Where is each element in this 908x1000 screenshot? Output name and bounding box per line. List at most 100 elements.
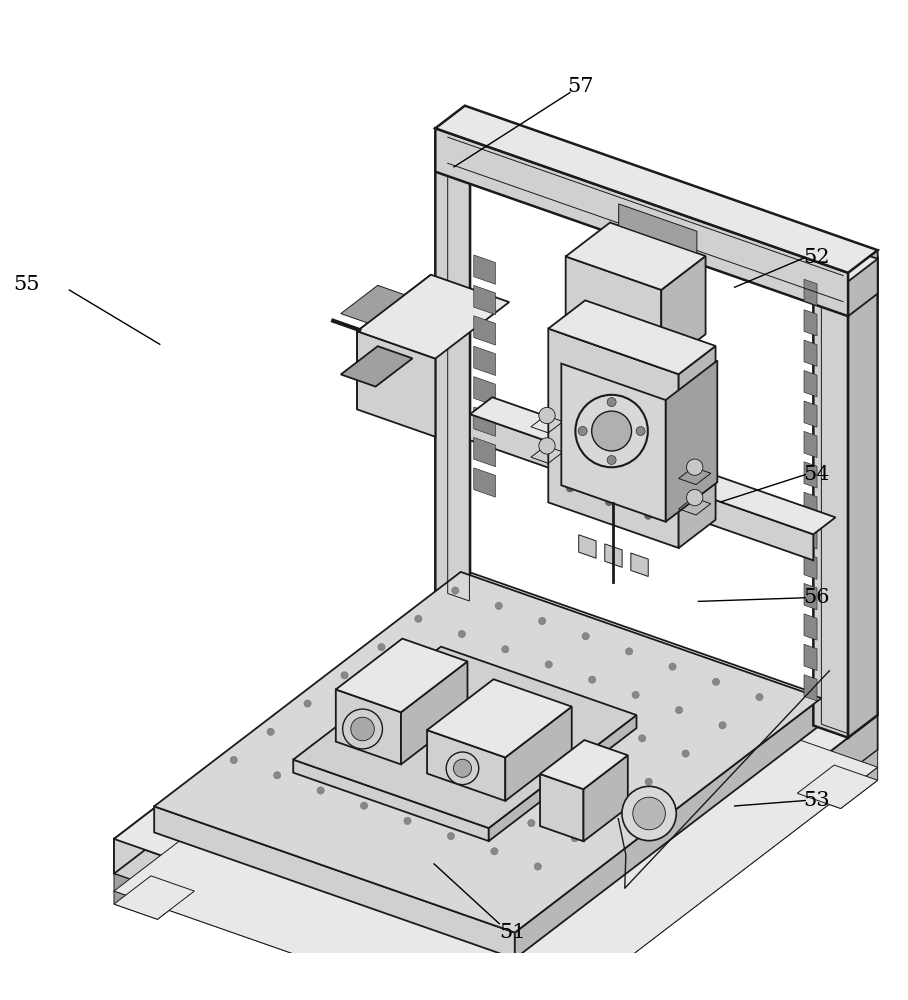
- Polygon shape: [470, 414, 814, 560]
- Polygon shape: [548, 300, 716, 374]
- Text: 52: 52: [803, 248, 829, 267]
- Polygon shape: [804, 583, 817, 610]
- Circle shape: [515, 733, 522, 740]
- Polygon shape: [474, 255, 496, 284]
- Polygon shape: [154, 572, 822, 933]
- Polygon shape: [442, 795, 524, 835]
- Circle shape: [446, 752, 479, 785]
- Polygon shape: [804, 523, 817, 549]
- Polygon shape: [474, 316, 496, 345]
- Polygon shape: [435, 114, 465, 593]
- Polygon shape: [804, 401, 817, 427]
- Circle shape: [451, 587, 459, 594]
- Text: 51: 51: [499, 923, 526, 942]
- Circle shape: [645, 778, 652, 785]
- Text: 57: 57: [568, 77, 594, 96]
- Polygon shape: [548, 329, 678, 548]
- Circle shape: [471, 717, 479, 725]
- Circle shape: [607, 398, 617, 407]
- Polygon shape: [848, 259, 878, 738]
- Polygon shape: [489, 715, 637, 841]
- Circle shape: [521, 776, 528, 783]
- Circle shape: [538, 438, 555, 454]
- Polygon shape: [804, 553, 817, 579]
- Circle shape: [669, 663, 676, 670]
- Polygon shape: [814, 247, 878, 281]
- Polygon shape: [114, 571, 878, 983]
- Polygon shape: [540, 740, 627, 789]
- Circle shape: [273, 772, 281, 779]
- Polygon shape: [114, 571, 465, 874]
- Circle shape: [637, 426, 645, 436]
- Circle shape: [686, 459, 703, 475]
- Circle shape: [686, 489, 703, 506]
- Polygon shape: [540, 774, 584, 841]
- Polygon shape: [605, 544, 622, 567]
- Polygon shape: [435, 137, 470, 605]
- Circle shape: [676, 706, 683, 714]
- Circle shape: [606, 498, 613, 506]
- Circle shape: [626, 648, 633, 655]
- Circle shape: [633, 797, 666, 830]
- Circle shape: [538, 617, 546, 625]
- Circle shape: [638, 735, 646, 742]
- Circle shape: [606, 459, 613, 466]
- Polygon shape: [333, 757, 415, 797]
- Polygon shape: [474, 468, 496, 497]
- Polygon shape: [618, 204, 696, 253]
- Circle shape: [582, 633, 589, 640]
- Circle shape: [565, 791, 572, 798]
- Polygon shape: [561, 364, 666, 522]
- Polygon shape: [154, 806, 515, 959]
- Circle shape: [495, 602, 502, 609]
- Circle shape: [622, 786, 676, 841]
- Polygon shape: [804, 492, 817, 518]
- Polygon shape: [401, 661, 468, 764]
- Polygon shape: [566, 256, 661, 368]
- Circle shape: [645, 512, 652, 519]
- Circle shape: [448, 832, 455, 840]
- Circle shape: [508, 689, 516, 696]
- Polygon shape: [848, 250, 878, 316]
- Polygon shape: [293, 760, 489, 841]
- Polygon shape: [386, 775, 415, 815]
- Polygon shape: [435, 106, 878, 273]
- Polygon shape: [435, 128, 848, 316]
- Circle shape: [552, 704, 558, 712]
- Polygon shape: [661, 256, 706, 368]
- Polygon shape: [804, 371, 817, 397]
- Polygon shape: [470, 397, 835, 534]
- Polygon shape: [435, 114, 499, 149]
- Polygon shape: [293, 647, 637, 828]
- Polygon shape: [114, 891, 157, 919]
- Text: 53: 53: [803, 791, 829, 810]
- Circle shape: [317, 787, 324, 794]
- Polygon shape: [814, 269, 848, 738]
- Circle shape: [632, 691, 639, 698]
- Polygon shape: [631, 553, 648, 576]
- Polygon shape: [427, 730, 505, 801]
- Polygon shape: [804, 340, 817, 366]
- Circle shape: [267, 728, 274, 735]
- Polygon shape: [527, 715, 878, 1000]
- Polygon shape: [114, 874, 527, 1000]
- Polygon shape: [357, 275, 431, 409]
- Polygon shape: [804, 310, 817, 336]
- Polygon shape: [474, 407, 496, 436]
- Circle shape: [428, 702, 435, 709]
- Polygon shape: [505, 707, 572, 801]
- Circle shape: [567, 446, 574, 453]
- Polygon shape: [804, 675, 817, 701]
- Polygon shape: [474, 346, 496, 376]
- Text: 56: 56: [803, 588, 829, 607]
- Polygon shape: [804, 431, 817, 458]
- Circle shape: [384, 687, 391, 694]
- Text: 55: 55: [14, 275, 40, 294]
- Polygon shape: [474, 285, 496, 315]
- Circle shape: [645, 434, 652, 441]
- Circle shape: [682, 750, 689, 757]
- Circle shape: [606, 420, 613, 427]
- Polygon shape: [515, 698, 822, 959]
- Polygon shape: [804, 462, 817, 488]
- Polygon shape: [336, 639, 468, 712]
